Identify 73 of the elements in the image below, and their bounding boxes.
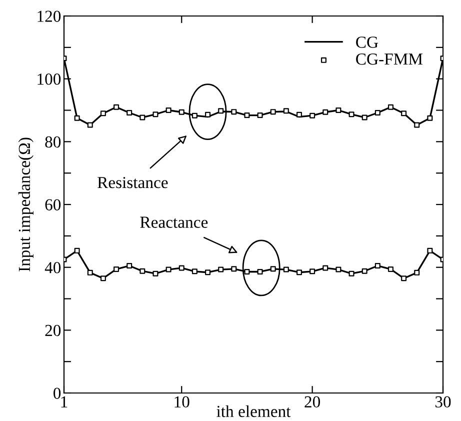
y-tick-label: 120 [38, 10, 61, 22]
x-tick-label: 30 [435, 396, 451, 408]
point [140, 114, 146, 120]
point [336, 266, 342, 272]
point [283, 108, 289, 114]
point [310, 112, 316, 118]
point [348, 270, 354, 276]
point [205, 112, 211, 118]
point [388, 266, 394, 272]
point [244, 268, 250, 274]
point [126, 263, 132, 269]
point [296, 112, 302, 118]
point [87, 122, 93, 128]
point [140, 268, 146, 274]
point [166, 108, 172, 113]
point [414, 270, 420, 276]
point [374, 263, 380, 269]
point [270, 109, 276, 115]
point [427, 248, 433, 254]
point [231, 266, 237, 272]
point [126, 110, 132, 116]
point [100, 276, 106, 282]
point [257, 268, 263, 274]
annotation: Reactance [140, 216, 208, 228]
point [257, 112, 263, 118]
point [114, 266, 120, 272]
x-tick-label: 10 [174, 396, 190, 408]
point [178, 265, 184, 271]
point [388, 104, 394, 110]
point [322, 109, 328, 115]
x-axis-title: ith element [216, 405, 291, 418]
point [74, 248, 80, 254]
point [322, 265, 328, 271]
point [427, 115, 433, 121]
y-axis-title: Input impedance(Ω) [18, 138, 34, 272]
point [362, 114, 368, 120]
point [401, 276, 407, 282]
y-tick-label: 20 [45, 324, 61, 336]
point [74, 115, 80, 121]
point [100, 110, 106, 116]
point [218, 266, 224, 272]
x-tick-label: 20 [304, 396, 320, 408]
point [218, 108, 224, 114]
y-tick-label: 100 [38, 74, 61, 85]
point [283, 266, 289, 272]
x-tick-label: 1 [61, 396, 68, 408]
point [152, 270, 158, 276]
point [270, 266, 276, 272]
y-tick-label: 0 [54, 388, 61, 399]
point [192, 112, 198, 118]
legend-label: CG-FMM [356, 54, 423, 65]
point [374, 110, 380, 116]
point [336, 108, 342, 113]
point [114, 104, 120, 110]
y-tick-label: 60 [45, 199, 61, 210]
point [178, 109, 184, 115]
annotation: Resistance [98, 176, 168, 188]
point [348, 112, 354, 118]
point [296, 270, 302, 276]
point [362, 268, 368, 274]
legend-label: CG [356, 36, 378, 48]
point [87, 270, 93, 276]
point [152, 112, 158, 118]
point [166, 266, 172, 272]
point [231, 109, 237, 115]
point [205, 270, 211, 276]
point [192, 268, 198, 274]
point [244, 112, 250, 118]
point [310, 268, 316, 274]
point [414, 122, 420, 128]
point [401, 110, 407, 116]
y-tick-label: 40 [44, 262, 61, 274]
y-tick-label: 80 [45, 136, 61, 148]
